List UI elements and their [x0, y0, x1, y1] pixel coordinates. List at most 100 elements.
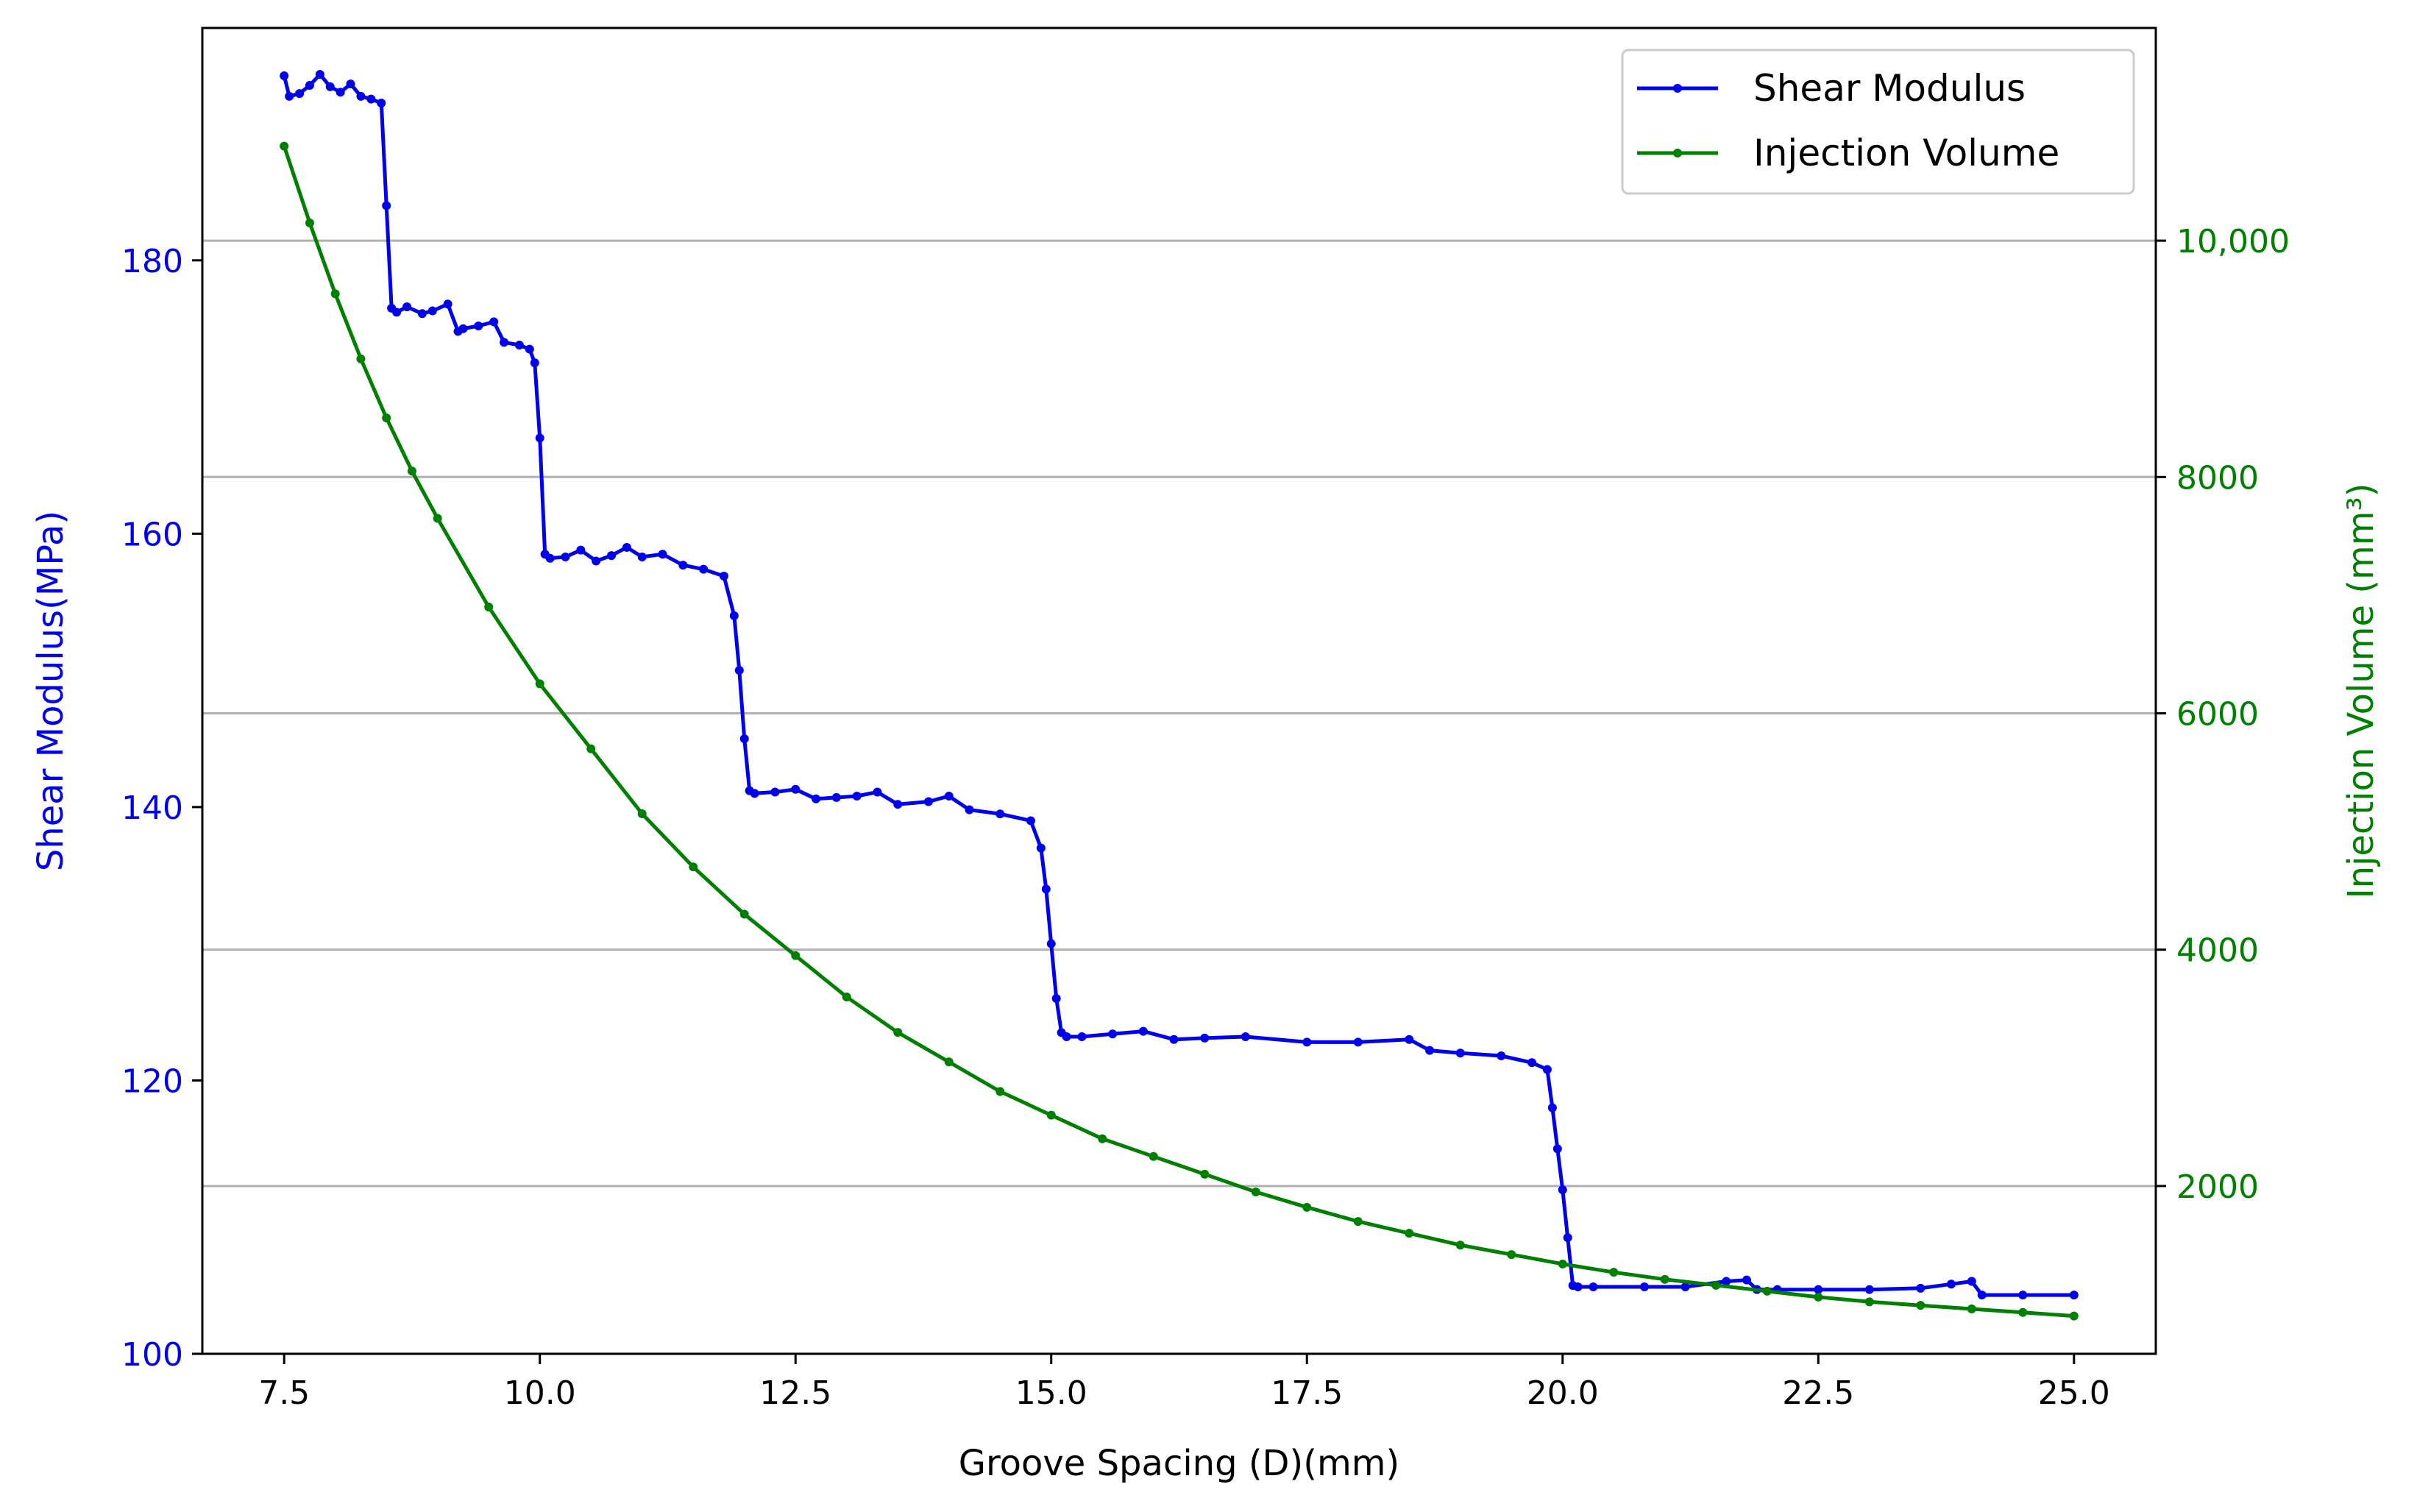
series-point-shear-modulus — [1589, 1282, 1598, 1291]
series-point-shear-modulus — [285, 91, 294, 101]
series-point-shear-modulus — [2018, 1291, 2028, 1300]
series-point-injection-volume — [1558, 1259, 1567, 1268]
series-point-shear-modulus — [576, 545, 586, 555]
legend-marker-injection-volume — [1673, 149, 1682, 157]
series-point-shear-modulus — [1573, 1282, 1583, 1291]
series-point-shear-modulus — [402, 302, 412, 311]
series-point-shear-modulus — [1552, 1144, 1562, 1154]
series-point-shear-modulus — [592, 556, 601, 566]
series-point-injection-volume — [1762, 1286, 1772, 1296]
series-point-injection-volume — [356, 354, 366, 363]
x-tick-label-5: 20.0 — [1527, 1374, 1599, 1412]
y-axis-left-title: Shear Modulus(MPa) — [30, 511, 71, 871]
series-point-injection-volume — [739, 909, 749, 919]
series-point-shear-modulus — [1036, 843, 1046, 853]
series-point-injection-volume — [1251, 1187, 1260, 1196]
series-point-shear-modulus — [458, 324, 468, 333]
series-point-shear-modulus — [1169, 1034, 1179, 1044]
series-point-injection-volume — [1967, 1304, 1976, 1313]
y-right-tick-label-4: 10,000 — [2176, 223, 2290, 260]
series-point-injection-volume — [637, 809, 647, 819]
series-point-injection-volume — [1864, 1297, 1874, 1307]
series-point-injection-volume — [1098, 1134, 1107, 1143]
series-point-shear-modulus — [1946, 1279, 1956, 1289]
series-point-shear-modulus — [1864, 1285, 1874, 1294]
series-point-shear-modulus — [1108, 1029, 1118, 1039]
y-left-tick-label-2: 140 — [121, 789, 183, 827]
series-point-shear-modulus — [427, 306, 437, 316]
series-point-injection-volume — [1609, 1268, 1619, 1277]
series-point-shear-modulus — [1302, 1037, 1312, 1047]
series-point-injection-volume — [2069, 1311, 2079, 1321]
series-point-shear-modulus — [1742, 1275, 1751, 1285]
series-point-injection-volume — [1149, 1151, 1158, 1161]
series-point-injection-volume — [944, 1057, 954, 1067]
series-point-shear-modulus — [750, 789, 759, 798]
series-point-shear-modulus — [1916, 1283, 1926, 1293]
series-point-injection-volume — [893, 1028, 903, 1037]
series-point-injection-volume — [1353, 1217, 1363, 1227]
series-layer — [280, 70, 2079, 1321]
series-point-shear-modulus — [315, 70, 324, 79]
series-point-injection-volume — [689, 862, 698, 872]
series-point-shear-modulus — [1353, 1037, 1363, 1047]
series-point-shear-modulus — [1542, 1065, 1552, 1074]
series-point-shear-modulus — [607, 551, 617, 561]
series-point-shear-modulus — [729, 611, 739, 620]
series-point-injection-volume — [1046, 1110, 1056, 1120]
series-point-shear-modulus — [678, 561, 688, 570]
series-point-shear-modulus — [561, 552, 570, 561]
y-left-tick-label-1: 120 — [121, 1062, 183, 1100]
series-point-shear-modulus — [1547, 1103, 1557, 1112]
y-axis-right: 2000 4000 6000 8000 10,000 — [2156, 223, 2290, 1206]
series-point-injection-volume — [1814, 1292, 1823, 1302]
series-point-shear-modulus — [734, 666, 744, 675]
series-point-shear-modulus — [1041, 884, 1051, 894]
series-point-shear-modulus — [1977, 1291, 1987, 1300]
series-point-shear-modulus — [873, 787, 882, 797]
series-point-shear-modulus — [1722, 1277, 1731, 1286]
series-point-shear-modulus — [1558, 1185, 1567, 1195]
series-point-injection-volume — [535, 679, 544, 689]
legend-marker-shear-modulus — [1673, 84, 1682, 93]
x-tick-label-0: 7.5 — [258, 1374, 310, 1412]
series-point-shear-modulus — [417, 309, 427, 319]
series-point-shear-modulus — [1241, 1032, 1250, 1042]
series-point-injection-volume — [842, 992, 851, 1001]
series-point-shear-modulus — [893, 800, 903, 809]
series-point-shear-modulus — [514, 340, 524, 349]
series-point-shear-modulus — [1680, 1282, 1690, 1291]
series-point-injection-volume — [1660, 1274, 1669, 1284]
series-point-shear-modulus — [382, 201, 391, 210]
series-point-shear-modulus — [1527, 1058, 1537, 1068]
series-point-shear-modulus — [965, 805, 974, 814]
series-point-shear-modulus — [545, 553, 555, 563]
series-point-injection-volume — [2018, 1307, 2028, 1317]
series-point-shear-modulus — [336, 88, 345, 97]
series-point-injection-volume — [1711, 1280, 1721, 1290]
series-point-shear-modulus — [530, 358, 539, 368]
y-right-tick-label-1: 4000 — [2176, 932, 2259, 970]
legend-label-injection-volume: Injection Volume — [1753, 132, 2059, 174]
y-left-tick-label-4: 180 — [121, 243, 183, 280]
series-point-shear-modulus — [535, 433, 544, 443]
series-point-shear-modulus — [1200, 1033, 1210, 1043]
y-right-tick-label-0: 2000 — [2176, 1168, 2259, 1206]
series-point-injection-volume — [382, 414, 391, 422]
series-point-injection-volume — [330, 289, 340, 299]
y-left-tick-label-3: 160 — [121, 516, 183, 553]
series-point-shear-modulus — [392, 308, 402, 317]
series-point-injection-volume — [484, 602, 494, 611]
series-point-shear-modulus — [923, 797, 933, 806]
series-point-shear-modulus — [325, 82, 335, 91]
series-point-shear-modulus — [1062, 1032, 1071, 1042]
x-tick-label-4: 17.5 — [1271, 1374, 1343, 1412]
series-point-shear-modulus — [812, 794, 821, 803]
series-point-shear-modulus — [699, 564, 709, 574]
series-point-shear-modulus — [1639, 1282, 1649, 1291]
series-point-shear-modulus — [356, 91, 366, 101]
series-point-injection-volume — [1455, 1241, 1465, 1250]
series-point-shear-modulus — [474, 321, 483, 330]
series-point-shear-modulus — [1425, 1046, 1435, 1055]
y-right-tick-label-2: 6000 — [2176, 696, 2259, 734]
